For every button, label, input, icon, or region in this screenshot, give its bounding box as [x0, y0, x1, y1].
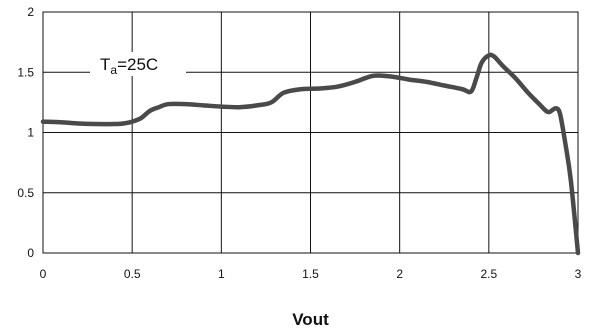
x-tick-label: 0.5 — [124, 267, 141, 281]
annotation-main: T — [100, 55, 110, 74]
y-tick-label: 0 — [27, 246, 34, 260]
x-axis-label: Vout — [292, 310, 329, 329]
y-axis-tick-labels: 0 0.5 1 1.5 2 — [17, 5, 34, 260]
grid-lines — [42, 11, 579, 254]
y-tick-label: 1 — [27, 126, 34, 140]
x-tick-label: 3 — [575, 267, 582, 281]
x-tick-label: 1.5 — [302, 267, 319, 281]
annotation-subscript: a — [110, 63, 117, 77]
x-axis-tick-labels: 0 0.5 1 1.5 2 2.5 3 — [40, 267, 582, 281]
x-tick-label: 2 — [396, 267, 403, 281]
y-tick-label: 0.5 — [17, 186, 34, 200]
annotation-text: Ta=25C — [100, 55, 158, 77]
annotation-rest: =25C — [117, 55, 158, 74]
annotation: Ta=25C — [90, 52, 186, 77]
x-tick-label: 0 — [40, 267, 47, 281]
plot-area-border — [42, 11, 579, 254]
annotation-background — [90, 52, 186, 76]
y-tick-label: 2 — [27, 5, 34, 19]
y-tick-label: 1.5 — [17, 65, 34, 79]
series-lines — [40, 52, 581, 256]
x-tick-label: 2.5 — [480, 267, 497, 281]
x-tick-label: 1 — [218, 267, 225, 281]
series-line — [40, 52, 581, 256]
